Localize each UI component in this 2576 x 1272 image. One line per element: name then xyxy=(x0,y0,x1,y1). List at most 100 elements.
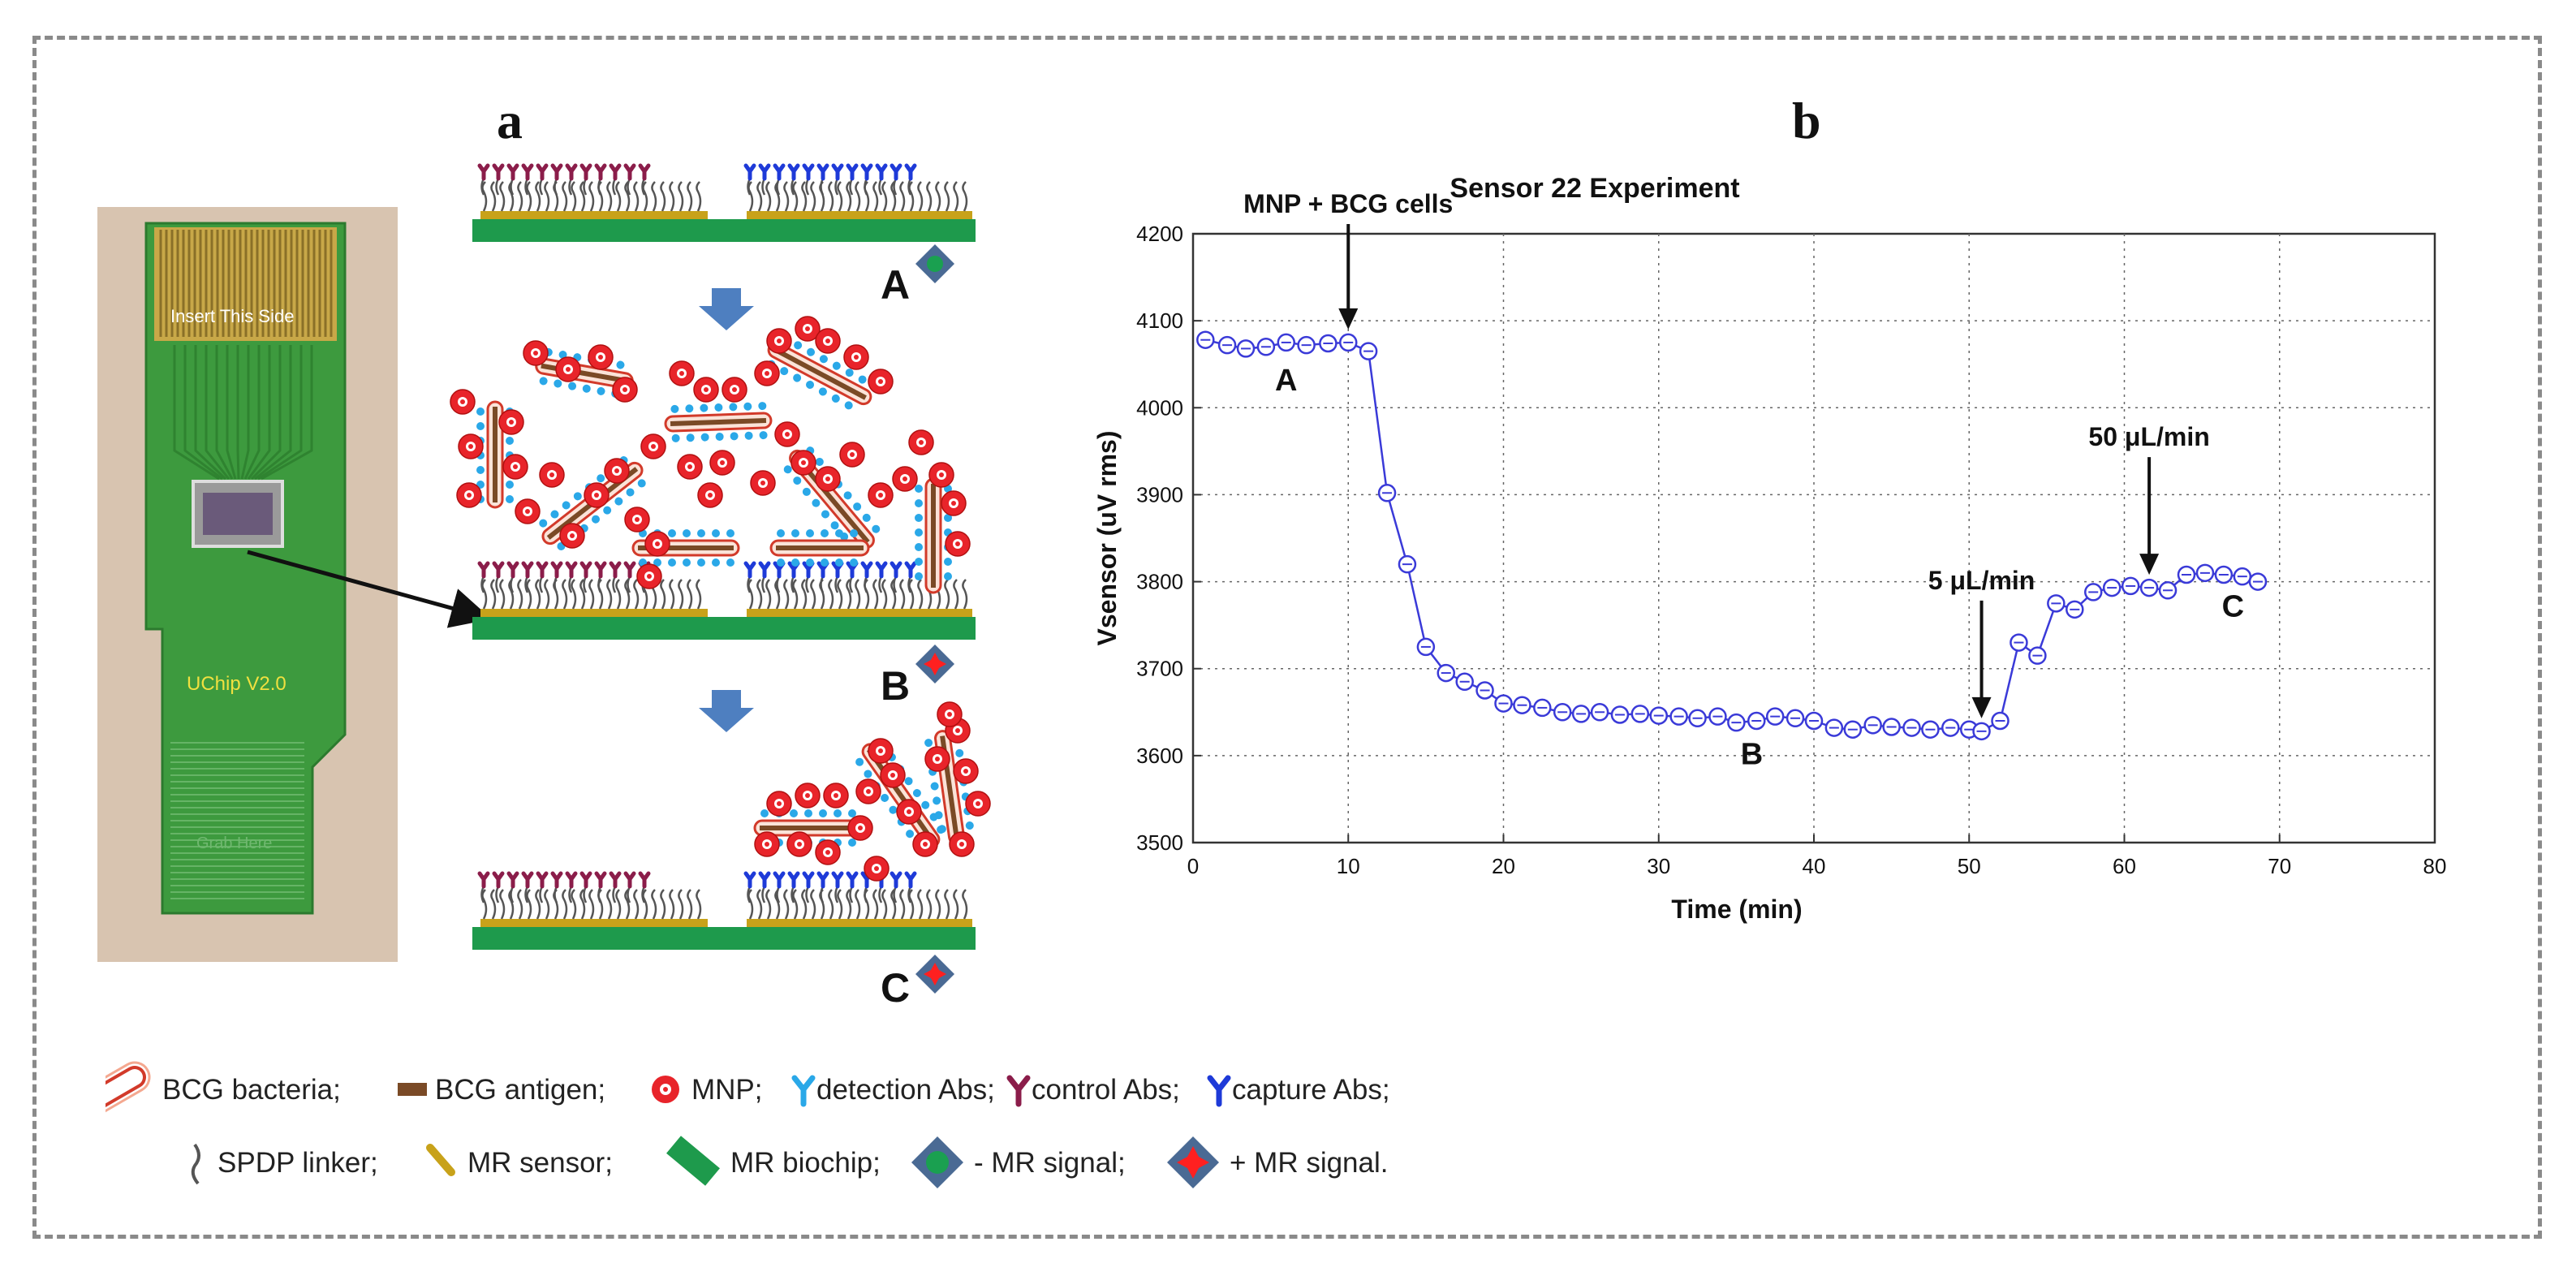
spdp-linker xyxy=(660,181,666,212)
spdp-linker xyxy=(792,181,799,212)
spdp-linker xyxy=(792,579,799,610)
mnp xyxy=(924,746,950,772)
y-axis-label: Vsensor (uV rms) xyxy=(1092,431,1122,646)
mnp xyxy=(880,762,906,788)
spdp-linker xyxy=(881,889,888,920)
mnp xyxy=(855,778,881,804)
spdp-linker xyxy=(562,579,568,610)
capture-antibody xyxy=(846,561,859,593)
capture-antibody xyxy=(758,871,771,903)
data-point xyxy=(1727,713,1746,732)
mnp xyxy=(754,360,780,386)
control-antibody xyxy=(609,561,622,593)
y-tick-label: 4100 xyxy=(1136,308,1183,333)
spdp-linker xyxy=(544,889,550,920)
spdp-linker xyxy=(917,181,924,212)
mnp xyxy=(515,498,541,524)
control-antibody xyxy=(579,561,592,593)
data-point xyxy=(1217,335,1237,355)
spdp-linker xyxy=(899,181,906,212)
capture-antibody xyxy=(758,163,771,196)
mnp xyxy=(458,433,484,459)
panel-label-a: a xyxy=(497,92,523,149)
spdp-linker xyxy=(810,181,816,212)
spdp-linker xyxy=(508,579,515,610)
data-point xyxy=(2010,633,2028,652)
data-point xyxy=(1533,698,1552,718)
spdp-linker xyxy=(571,579,577,610)
spdp-linker xyxy=(571,889,577,920)
stage-b-complexes xyxy=(450,316,971,594)
x-tick-label: 70 xyxy=(2268,854,2291,878)
spdp-linker xyxy=(801,579,808,610)
spdp-linker xyxy=(846,889,852,920)
mnp xyxy=(908,429,934,455)
mr-biochip xyxy=(472,219,976,242)
legend-spdp-linker: SPDP linker; xyxy=(218,1147,378,1179)
spdp-linker xyxy=(935,889,941,920)
spdp-linker xyxy=(579,181,586,212)
mnp xyxy=(823,783,849,808)
capture-antibody xyxy=(860,561,873,593)
spdp-linker xyxy=(517,889,523,920)
legend-plus-signal-icon xyxy=(1167,1136,1219,1188)
control-antibody xyxy=(536,561,549,593)
spdp-linker xyxy=(837,181,843,212)
data-point xyxy=(1494,694,1513,713)
mnp xyxy=(868,369,894,395)
chip-photo: Insert This Side UChip V2.0 Grab Here xyxy=(97,207,398,962)
capture-antibody xyxy=(802,163,815,196)
mnp xyxy=(892,466,918,492)
spdp-linker xyxy=(669,181,675,212)
control-antibody xyxy=(506,871,519,903)
control-antibody xyxy=(492,163,505,196)
spdp-linker xyxy=(615,181,622,212)
data-point xyxy=(1297,335,1316,355)
legend-mr-sensor: MR sensor; xyxy=(467,1147,613,1179)
control-antibody xyxy=(477,163,490,196)
spdp-linker xyxy=(774,579,781,610)
mnp xyxy=(588,344,614,370)
mnp xyxy=(795,783,821,808)
spdp-linker xyxy=(615,579,622,610)
capture-antibody xyxy=(890,561,902,593)
minus-mr-signal-a xyxy=(915,244,954,283)
spdp-linker xyxy=(783,181,790,212)
spdp-linker xyxy=(872,579,879,610)
spdp-linker xyxy=(535,889,541,920)
biochip-surface-b xyxy=(472,561,976,640)
legend-capture-abs-icon xyxy=(1207,1075,1231,1107)
mnp xyxy=(502,454,528,480)
control-antibody xyxy=(594,163,607,196)
spdp-linker xyxy=(579,579,586,610)
capture-antibody xyxy=(802,871,815,903)
data-point xyxy=(1513,696,1531,714)
legend-bcg-antigen: BCG antigen; xyxy=(435,1074,605,1106)
spdp-linker xyxy=(872,181,879,212)
plot-area xyxy=(1191,232,2436,844)
mr-biochip xyxy=(472,927,976,950)
spdp-linker xyxy=(660,579,666,610)
control-antibody xyxy=(565,163,578,196)
spdp-linker xyxy=(633,889,640,920)
spdp-linker xyxy=(490,889,497,920)
mnp xyxy=(450,389,476,415)
data-point xyxy=(1630,705,1650,723)
spdp-linker xyxy=(678,889,684,920)
control-antibody xyxy=(536,871,549,903)
spdp-linker xyxy=(774,181,781,212)
spdp-linker xyxy=(828,579,834,610)
mnp xyxy=(584,482,610,508)
spdp-linker xyxy=(696,579,702,610)
control-antibody xyxy=(550,163,563,196)
mnp xyxy=(868,482,894,508)
spdp-linker xyxy=(606,181,613,212)
data-point xyxy=(1747,711,1766,731)
control-antibody xyxy=(638,871,651,903)
capture-antibody xyxy=(773,871,786,903)
data-point xyxy=(1991,711,2010,731)
spdp-linker xyxy=(606,579,613,610)
bcg-bacterium xyxy=(664,402,773,442)
legend-mr-biochip-icon xyxy=(666,1136,720,1186)
spdp-linker xyxy=(678,181,684,212)
